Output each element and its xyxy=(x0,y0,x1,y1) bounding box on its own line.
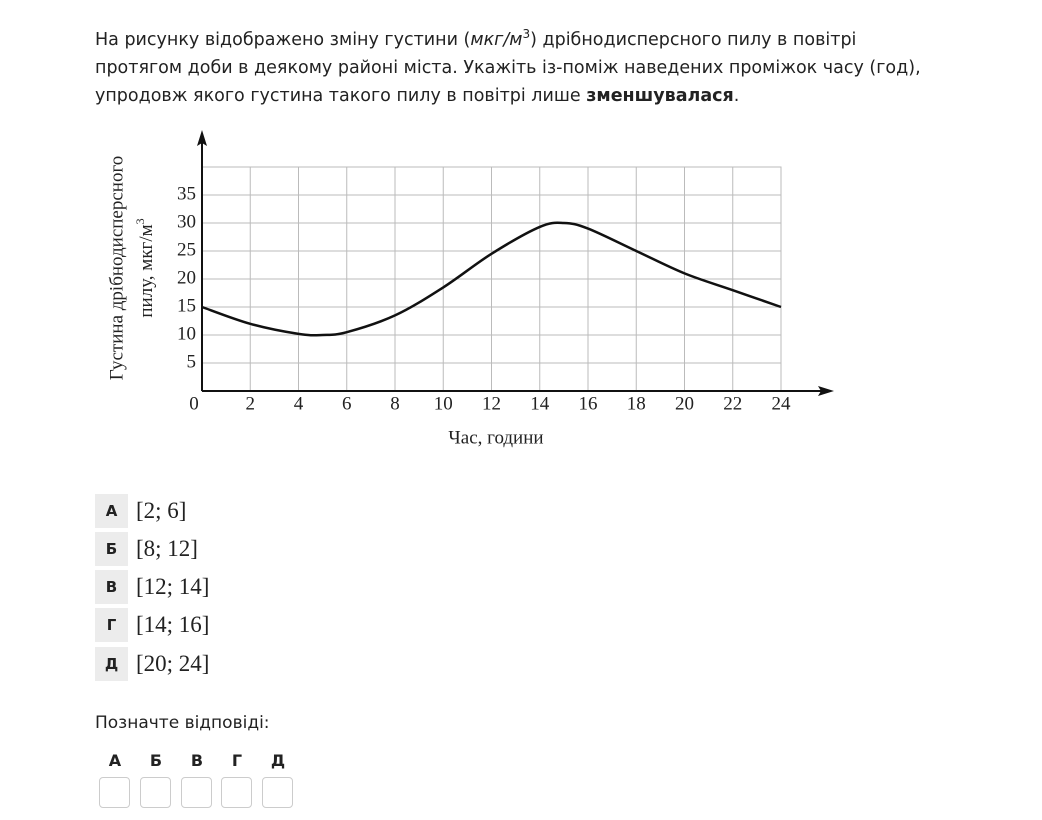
y-tick-label: 10 xyxy=(177,323,196,344)
x-tick-label: 12 xyxy=(482,393,501,414)
option-text: [20; 24] xyxy=(136,651,210,676)
y-tick-label: 25 xyxy=(177,239,196,260)
option-letter: В xyxy=(95,570,128,604)
option-letter: Г xyxy=(95,608,128,642)
y-tick-label: 35 xyxy=(177,183,196,204)
text: На рисунку відображено зміну густини ( xyxy=(95,30,471,50)
option-text: [14; 16] xyxy=(136,612,210,637)
x-arrow xyxy=(818,386,834,396)
text: ) дрібнодисперсного пилу в повітрі протя… xyxy=(95,30,921,106)
option-text: [8; 12] xyxy=(136,536,198,561)
option-letter: А xyxy=(95,494,128,528)
x-tick-label: 14 xyxy=(530,393,550,414)
option-letter: Д xyxy=(95,647,128,681)
option: Б [8; 12] xyxy=(95,532,198,566)
unit: мкг/м xyxy=(470,30,523,50)
x-tick-label: 8 xyxy=(390,393,400,414)
option-text: [12; 14] xyxy=(136,574,210,599)
answer-letter: Г xyxy=(231,751,243,770)
answer-checkbox[interactable] xyxy=(99,777,130,808)
x-tick-label: 6 xyxy=(342,393,352,414)
text: . xyxy=(733,86,740,106)
y-arrow xyxy=(197,130,207,146)
y-tick-label: 5 xyxy=(187,351,197,372)
option-text: [2; 6] xyxy=(136,498,187,523)
answer-letter: А xyxy=(108,751,122,770)
x-axis-label: Час, години xyxy=(448,427,543,448)
answer-letter: Б xyxy=(149,751,163,770)
answer-checkbox[interactable] xyxy=(181,777,212,808)
emphasis: зменшувалася xyxy=(586,86,734,106)
answer-checkbox[interactable] xyxy=(140,777,171,808)
x-tick-label: 0 xyxy=(189,393,199,414)
answer-checkbox[interactable] xyxy=(221,777,252,808)
x-tick-label: 10 xyxy=(434,393,453,414)
y-tick-label: 30 xyxy=(177,211,196,232)
option: А [2; 6] xyxy=(95,494,186,528)
answer-letter: В xyxy=(190,751,204,770)
line xyxy=(201,221,782,337)
y-axis-label: Густина дрібнодисперсного xyxy=(106,156,127,381)
answer-letter: Д xyxy=(270,751,286,770)
option: Д [20; 24] xyxy=(95,647,209,681)
x-tick-label: 22 xyxy=(723,393,742,414)
y-tick-label: 20 xyxy=(177,267,196,288)
option: В [12; 14] xyxy=(95,570,209,604)
answer-prompt: Позначте відповіді: xyxy=(95,713,270,733)
option-letter: Б xyxy=(95,532,128,566)
x-tick-label: 18 xyxy=(627,393,646,414)
x-tick-label: 16 xyxy=(579,393,598,414)
y-axis-label-text: пилу, мкг/м xyxy=(136,224,157,317)
y-axis-label: пилу, мкг/м3 xyxy=(133,218,158,317)
x-tick-label: 24 xyxy=(772,393,792,414)
question-text: На рисунку відображено зміну густини (мк… xyxy=(95,26,945,110)
y-axis-label-sup: 3 xyxy=(133,218,147,224)
y-tick-label: 15 xyxy=(177,295,196,316)
x-tick-label: 4 xyxy=(294,393,304,414)
answer-checkbox[interactable] xyxy=(262,777,293,808)
x-tick-label: 20 xyxy=(675,393,694,414)
unit-sup: 3 xyxy=(522,27,531,42)
option: Г [14; 16] xyxy=(95,608,209,642)
x-tick-label: 2 xyxy=(246,393,256,414)
